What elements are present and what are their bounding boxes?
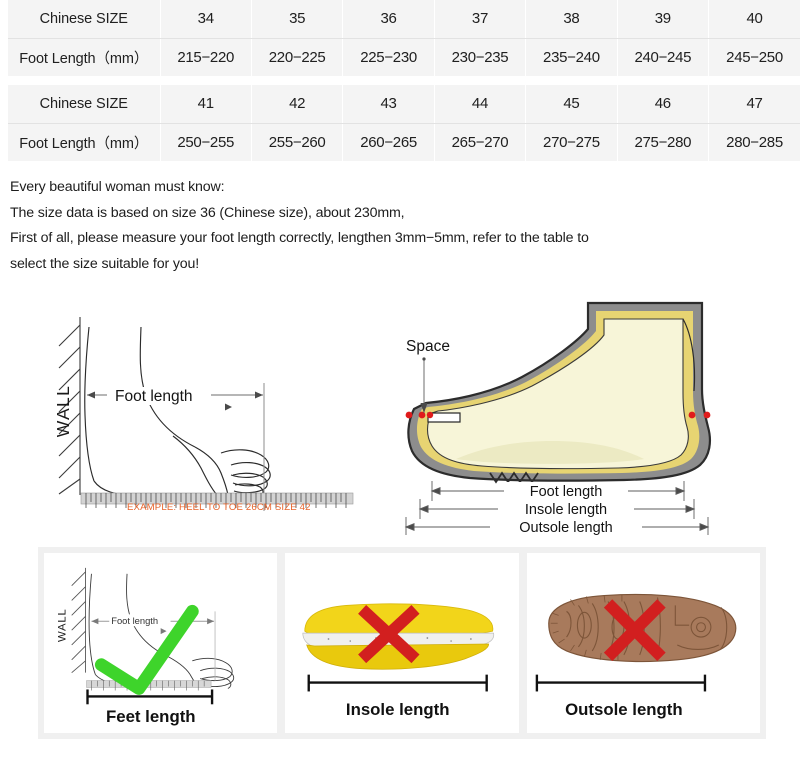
table-row: Chinese SIZE 34 35 36 37 38 39 40 [8, 0, 800, 39]
foot-outline-icon [84, 326, 271, 498]
panel-insole-length: Insole length [285, 553, 519, 733]
example-note: EXAMPLE: HEEL TO TOE 26CM SIZE 42 [127, 502, 311, 513]
size-table-41-47: Chinese SIZE 41 42 43 44 45 46 47 Foot L… [8, 85, 800, 161]
diagram-row: WALL Foot length [0, 287, 800, 537]
cell-foot-length: 245−250 [708, 38, 800, 76]
foot-shape [426, 318, 689, 470]
cell-size: 41 [160, 85, 252, 124]
size-table-34-40: Chinese SIZE 34 35 36 37 38 39 40 Foot L… [8, 0, 800, 76]
table-row: Foot Length（mm） 215−220 220−225 225−230 … [8, 38, 800, 76]
cell-size: 43 [342, 85, 435, 124]
instruction-line-3: First of all, please measure your foot l… [10, 230, 589, 246]
cell-foot-length: 255−260 [251, 123, 344, 161]
cell-size: 46 [617, 85, 710, 124]
sole-edge-serration [550, 594, 622, 661]
cell-size: 39 [617, 0, 710, 39]
panel-outsole-length: Outsole length [526, 553, 760, 733]
cell-size: 34 [160, 0, 252, 39]
heel-tread-pattern [674, 605, 727, 650]
outsole-length-label: Outsole length [519, 520, 613, 536]
cell-foot-length: 220−225 [251, 38, 344, 76]
space-callout: Space [406, 338, 450, 413]
caption-bracket [86, 689, 214, 705]
insole-length-illustration: Insole length [302, 603, 495, 719]
cell-foot-length: 265−270 [434, 123, 527, 161]
shoe-cross-section-diagram: Space Foot length [404, 301, 711, 536]
cell-size: 45 [525, 85, 618, 124]
foot-length-dimension: Foot length [87, 383, 265, 511]
instruction-line-4: select the size suitable for you! [10, 255, 200, 272]
table-divider-gap [0, 76, 800, 85]
row-header-chinese-size: Chinese SIZE [8, 85, 161, 124]
heel-counter-line [682, 318, 696, 392]
cell-size: 38 [525, 0, 618, 39]
cell-foot-length: 250−255 [160, 123, 252, 161]
check-icon [94, 604, 199, 695]
cell-size: 47 [708, 85, 800, 124]
cell-foot-length: 280−285 [708, 123, 800, 161]
insole-lower-shape [306, 643, 490, 670]
inner-foot-length-label: Foot length [111, 615, 158, 626]
cell-size: 42 [251, 85, 344, 124]
panel-feet-length: WALL Foot length [44, 553, 278, 733]
row-header-chinese-size: Chinese SIZE [8, 0, 161, 39]
foot-length-label: Foot length [530, 484, 603, 500]
table-row: Chinese SIZE 41 42 43 44 45 46 47 [8, 85, 800, 124]
cell-foot-length: 275−280 [617, 123, 710, 161]
cell-foot-length: 270−275 [525, 123, 618, 161]
instructions-block: Every beautiful woman must know: The siz… [10, 175, 800, 277]
caption-bracket [307, 674, 489, 692]
wall-label: WALL [57, 608, 69, 642]
cell-foot-length: 260−265 [342, 123, 435, 161]
instruction-line-2: The size data is based on size 36 (Chine… [10, 204, 405, 221]
row-header-foot-length: Foot Length（mm） [8, 123, 161, 161]
wall-hatching-icon [71, 567, 86, 673]
foot-length-label: Foot length [115, 388, 193, 405]
comparison-panels: WALL Foot length [38, 547, 766, 739]
cell-foot-length: 215−220 [160, 38, 252, 76]
cell-size: 40 [708, 0, 800, 39]
wall-label: WALL [53, 385, 73, 438]
cell-size: 35 [251, 0, 344, 39]
cell-foot-length: 225−230 [342, 38, 435, 76]
table-row: Foot Length（mm） 250−255 255−260 260−265 … [8, 123, 800, 161]
wall-foot-measure-diagram: WALL Foot length [53, 317, 354, 513]
toe-box-detail [427, 412, 461, 423]
space-label: Space [406, 338, 450, 355]
instruction-line-1: Every beautiful woman must know: [10, 179, 225, 195]
panel-caption: Insole length [346, 700, 450, 719]
cell-foot-length: 230−235 [434, 38, 527, 76]
cell-size: 36 [342, 0, 435, 39]
cross-icon [358, 605, 420, 664]
cell-foot-length: 240−245 [617, 38, 710, 76]
caption-bracket [535, 674, 706, 692]
outsole-length-illustration: Outsole length [535, 593, 736, 719]
cell-foot-length: 235−240 [525, 38, 618, 76]
feet-length-illustration: WALL Foot length [57, 567, 235, 726]
insole-length-label: Insole length [525, 502, 607, 518]
cross-icon [603, 599, 666, 662]
panel-caption: Outsole length [565, 700, 683, 719]
ruler-icon [80, 492, 354, 508]
cell-size: 44 [434, 85, 527, 124]
panel-caption: Feet length [106, 707, 196, 726]
reference-dots [405, 411, 711, 419]
foot-length-dimension: Foot length [91, 611, 216, 681]
cell-size: 37 [434, 0, 527, 39]
tread-zigzag [489, 471, 539, 484]
row-header-foot-length: Foot Length（mm） [8, 38, 161, 76]
arch-shading [456, 441, 644, 464]
wall-hatching-icon [58, 317, 81, 495]
